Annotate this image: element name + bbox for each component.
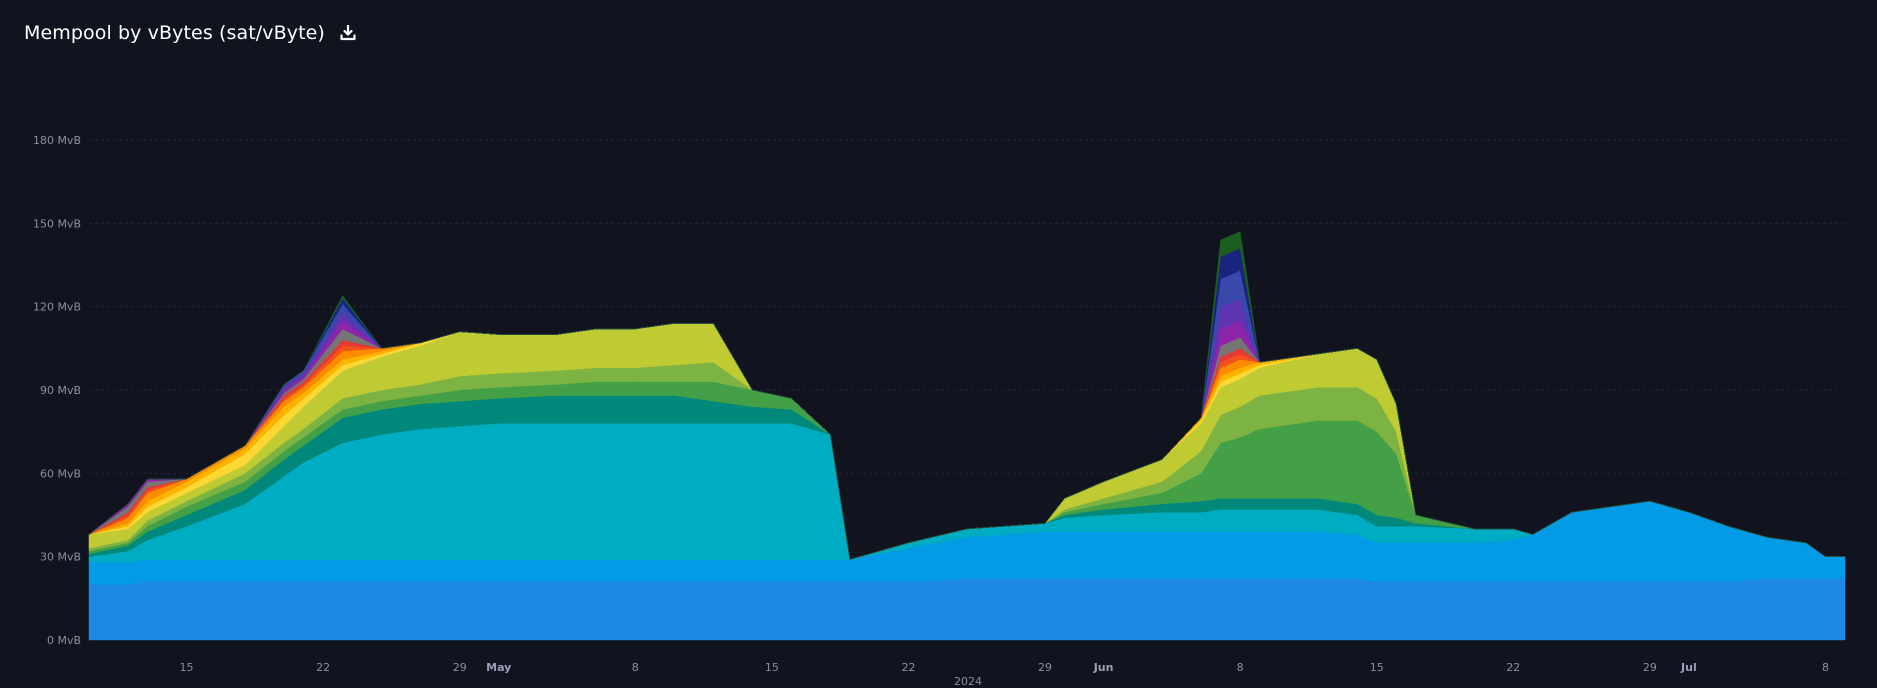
- y-tick-label: 120 MvB: [33, 301, 81, 314]
- x-tick-label: 29: [453, 661, 467, 674]
- y-tick-label: 60 MvB: [40, 467, 81, 480]
- y-tick-label: 0 MvB: [47, 634, 81, 647]
- x-tick-label: 22: [316, 661, 330, 674]
- x-tick-label: 8: [1237, 661, 1244, 674]
- y-tick-label: 30 MvB: [40, 551, 81, 564]
- area-layer[interactable]: [88, 231, 1846, 641]
- x-tick-label: 22: [1506, 661, 1520, 674]
- download-icon[interactable]: [337, 22, 359, 44]
- x-axis-year-label: 2024: [954, 675, 982, 688]
- area-series-0[interactable]: [88, 578, 1846, 641]
- area-series-17[interactable]: [88, 231, 1846, 560]
- x-tick-label: 15: [765, 661, 779, 674]
- chart-title: Mempool by vBytes (sat/vByte): [24, 22, 325, 44]
- x-tick-label: 15: [1370, 661, 1384, 674]
- x-tick-label: 15: [180, 661, 194, 674]
- x-tick-label: 29: [1643, 661, 1657, 674]
- x-tick-label: 8: [632, 661, 639, 674]
- x-tick-label: 22: [901, 661, 915, 674]
- y-tick-label: 150 MvB: [33, 217, 81, 230]
- x-tick-label: Jul: [1680, 661, 1697, 674]
- y-tick-label: 180 MvB: [33, 134, 81, 147]
- y-tick-label: 90 MvB: [40, 384, 81, 397]
- x-tick-label: 29: [1038, 661, 1052, 674]
- y-axis: 0 MvB 30 MvB 60 MvB 90 MvB 120 MvB 150 MvB 180…: [33, 134, 81, 647]
- x-tick-label: May: [486, 661, 511, 674]
- x-axis: 15 22 29 May 8 15 22 29 Jun 8 15 22 29 Jul 8 2024: [180, 661, 1829, 688]
- x-tick-label: 8: [1822, 661, 1829, 674]
- chart-header: Mempool by vBytes (sat/vByte): [24, 22, 359, 44]
- x-tick-label: Jun: [1093, 661, 1114, 674]
